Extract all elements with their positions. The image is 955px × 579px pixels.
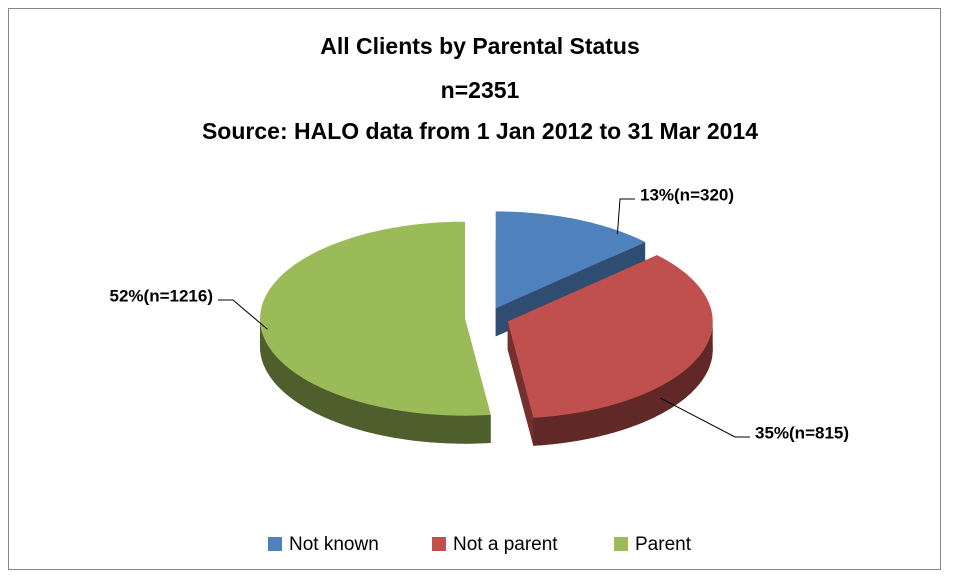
leader-line — [616, 198, 635, 235]
leader-line — [660, 397, 750, 438]
slice — [495, 211, 646, 309]
data-label: 35%(n=815) — [755, 423, 849, 442]
chart-subtitle: n=2351 — [441, 77, 520, 103]
data-label: 52%(n=1216) — [110, 286, 213, 305]
legend-label: Parent — [635, 534, 692, 555]
slice-side — [260, 318, 491, 444]
data-label: 13%(n=320) — [640, 185, 734, 204]
legend-swatch — [268, 537, 282, 551]
chart-frame — [8, 8, 941, 570]
legend-swatch — [614, 537, 628, 551]
chart-title: All Clients by Parental Status — [320, 33, 640, 59]
slice — [260, 221, 491, 416]
legend-label: Not known — [289, 534, 379, 555]
chart-source: Source: HALO data from 1 Jan 2012 to 31 … — [202, 118, 758, 144]
legend-swatch — [432, 537, 446, 551]
leader-line — [218, 299, 268, 330]
legend-label: Not a parent — [453, 534, 558, 555]
slice — [507, 255, 713, 418]
slice-side — [507, 321, 534, 446]
slice-side — [533, 321, 713, 446]
